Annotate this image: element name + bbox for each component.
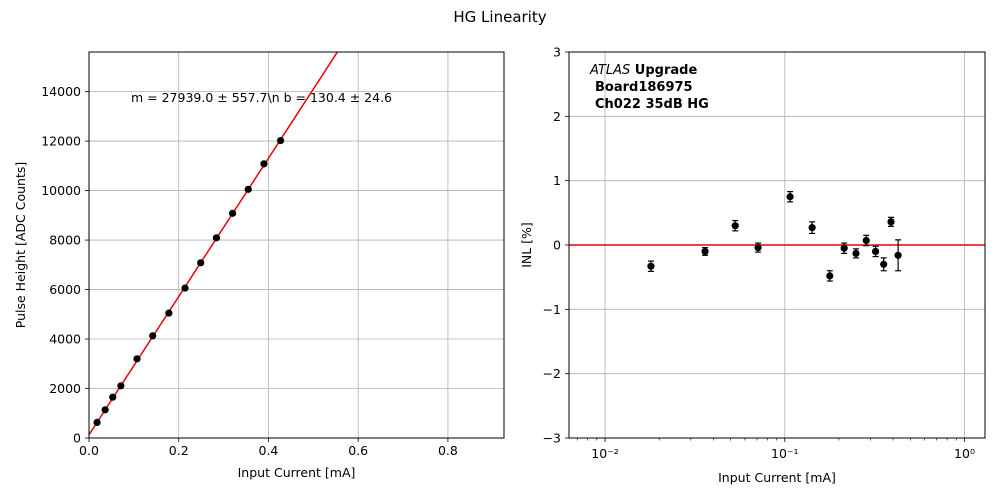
upgrade-word: Upgrade bbox=[630, 63, 697, 78]
data-point bbox=[165, 309, 173, 317]
y-tick-label: −2 bbox=[543, 366, 561, 381]
data-point bbox=[880, 260, 888, 268]
x-tick-label: 0.0 bbox=[79, 443, 99, 458]
data-point bbox=[840, 244, 848, 252]
data-point bbox=[647, 262, 655, 270]
data-point bbox=[101, 406, 109, 414]
data-point bbox=[93, 418, 101, 427]
board-label: Board186975 bbox=[595, 80, 693, 95]
data-point bbox=[731, 222, 739, 230]
channel-label: Ch022 35dB HG bbox=[595, 97, 709, 112]
right-chart-inl: 10⁻² 10⁻¹ 10⁰ −3 −2 −1 0 1 2 3 Input Current [mA] I… bbox=[519, 45, 986, 485]
fit-line bbox=[89, 52, 339, 436]
data-point bbox=[244, 185, 252, 193]
y-tick-label: 2000 bbox=[49, 381, 81, 396]
x-tick-label: 0.8 bbox=[438, 443, 458, 458]
y-tick-label: 2 bbox=[553, 109, 561, 124]
y-tick-label: 0 bbox=[553, 238, 561, 253]
y-tick-label: 10000 bbox=[41, 183, 81, 198]
data-point bbox=[133, 355, 141, 363]
data-point bbox=[212, 234, 221, 242]
data-point bbox=[852, 249, 860, 257]
left-chart-linearity: 0.0 0.2 0.4 0.6 0.8 0 2000 4000 6000 8000 10000 120… bbox=[13, 51, 505, 480]
x-tick-label: 0.4 bbox=[259, 443, 279, 458]
atlas-label: ATLAS Upgrade bbox=[589, 63, 697, 78]
y-tick-label: −3 bbox=[543, 431, 561, 446]
x-tick-label: 0.6 bbox=[348, 443, 368, 458]
data-point bbox=[276, 136, 285, 145]
x-axis-label: Input Current [mA] bbox=[238, 465, 356, 480]
data-point bbox=[754, 243, 762, 252]
y-tick-label: 8000 bbox=[49, 233, 81, 248]
data-point bbox=[228, 209, 237, 217]
data-point bbox=[260, 160, 268, 168]
y-tick-label: 3 bbox=[553, 45, 561, 60]
data-point bbox=[701, 247, 709, 256]
data-point bbox=[826, 272, 834, 280]
y-tick-label: 12000 bbox=[41, 134, 81, 149]
data-point bbox=[109, 393, 117, 401]
x-tick-label: 10⁻² bbox=[591, 446, 619, 461]
y-tick-label: 1 bbox=[553, 173, 561, 188]
data-point bbox=[149, 332, 157, 340]
y-tick-label: −1 bbox=[543, 302, 561, 317]
x-tick-label: 10⁰ bbox=[954, 446, 975, 461]
x-axis-label: Input Current [mA] bbox=[718, 470, 836, 485]
figure-title: HG Linearity bbox=[453, 8, 546, 26]
data-point bbox=[894, 251, 902, 259]
y-axis-label: INL [%] bbox=[519, 222, 534, 268]
data-point bbox=[871, 247, 880, 256]
data-point bbox=[786, 193, 794, 201]
axes-frame bbox=[88, 51, 505, 439]
y-tick-label: 4000 bbox=[49, 332, 81, 347]
data-point bbox=[887, 218, 895, 226]
atlas-word: ATLAS bbox=[589, 63, 630, 78]
x-tick-label: 0.2 bbox=[169, 443, 189, 458]
fit-annotation: m = 27939.0 ± 557.7\n b = 130.4 ± 24.6 bbox=[131, 90, 392, 105]
y-tick-label: 14000 bbox=[41, 84, 81, 99]
data-point bbox=[808, 224, 816, 232]
y-tick-label: 6000 bbox=[49, 282, 81, 297]
y-axis-label: Pulse Height [ADC Counts] bbox=[13, 162, 28, 328]
data-point bbox=[117, 382, 125, 390]
x-tick-label: 10⁻¹ bbox=[771, 446, 799, 461]
y-tick-label: 0 bbox=[73, 431, 81, 446]
data-point bbox=[197, 259, 205, 267]
data-point bbox=[181, 284, 189, 292]
data-point bbox=[862, 236, 870, 245]
